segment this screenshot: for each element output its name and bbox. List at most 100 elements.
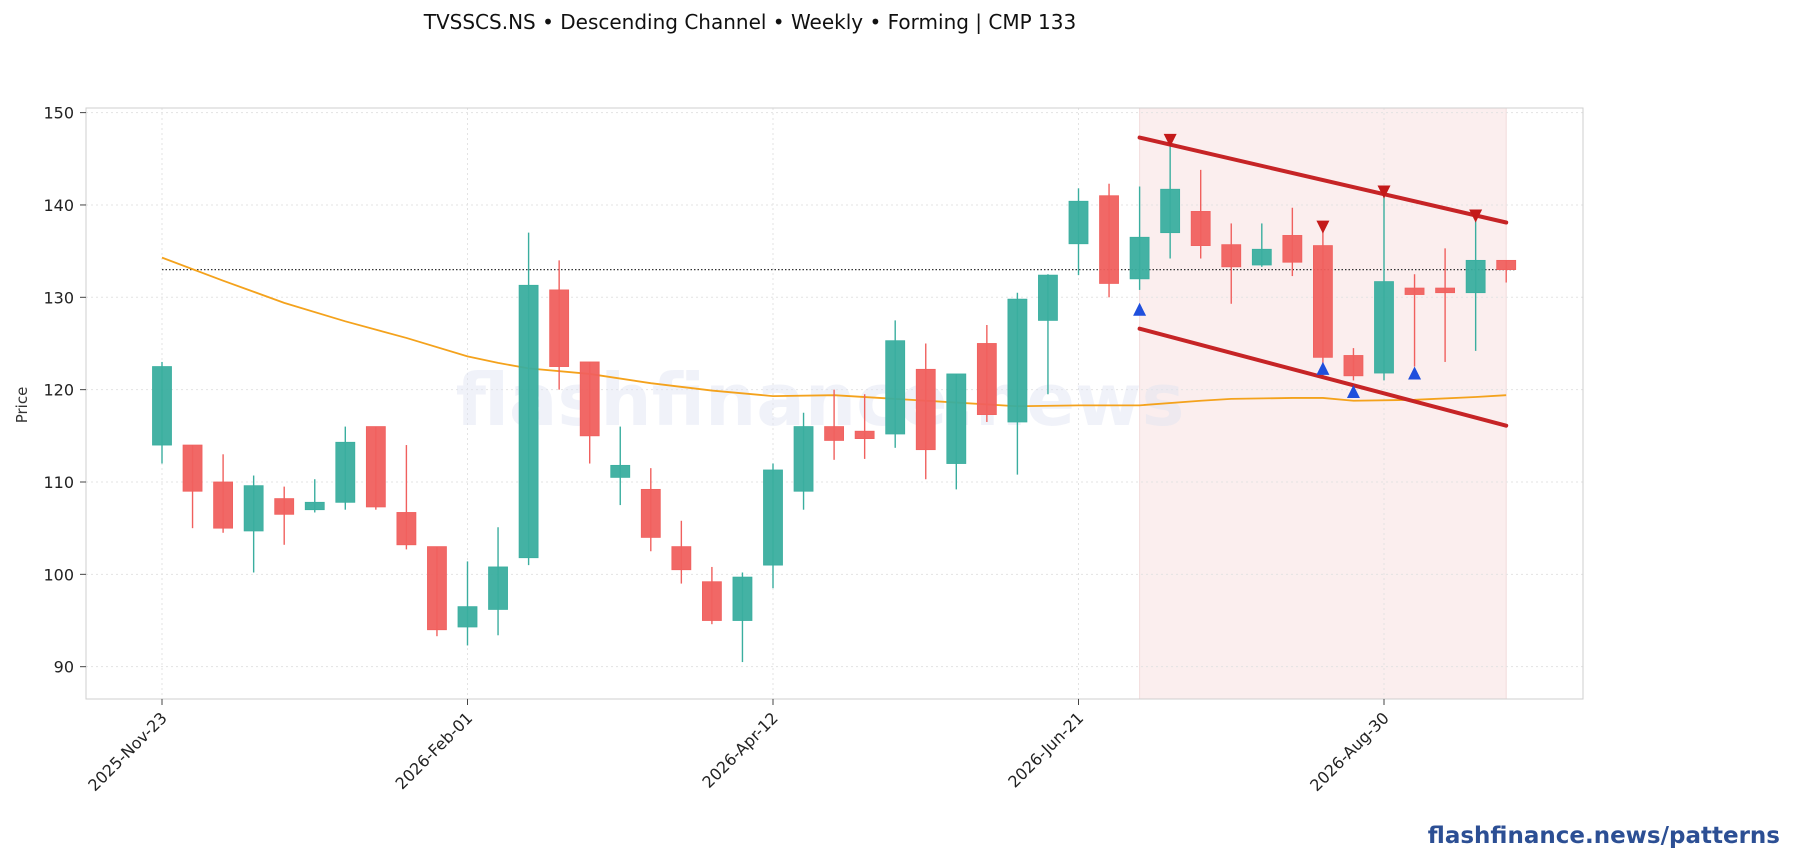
candle-body	[518, 284, 539, 559]
candle-body	[976, 343, 997, 415]
candle	[1099, 183, 1119, 298]
candle-body	[1374, 281, 1394, 374]
y-tick-label: 110	[43, 473, 74, 492]
candle	[549, 260, 570, 390]
candle-body	[732, 576, 753, 621]
candle	[671, 520, 692, 584]
candle	[732, 572, 753, 663]
pivot-high-marker	[1469, 209, 1483, 223]
candle-body	[457, 606, 478, 628]
candle	[1496, 259, 1517, 283]
candle-body	[610, 464, 631, 478]
candle-body	[396, 512, 417, 546]
candle-body	[1160, 188, 1181, 234]
candle-body	[1343, 355, 1364, 377]
candle-body	[1404, 287, 1425, 295]
candle	[1313, 228, 1333, 376]
candle	[488, 527, 508, 636]
pivot-low-marker	[1346, 384, 1360, 398]
y-tick-label: 90	[54, 658, 74, 677]
candle	[518, 232, 539, 566]
pivot-low-marker	[1408, 366, 1422, 380]
candle-body	[946, 373, 967, 464]
candle	[274, 486, 295, 545]
candle-body	[579, 361, 600, 437]
candle	[915, 343, 936, 480]
y-tick-label: 100	[43, 565, 74, 584]
candle	[885, 320, 906, 448]
credit-link[interactable]: flashfinance.news/patterns	[1428, 823, 1780, 849]
candle-body	[243, 485, 264, 532]
candle	[243, 475, 264, 573]
candle-body	[763, 469, 783, 566]
pivot-low-marker	[1133, 302, 1147, 316]
candle-body	[1251, 248, 1272, 266]
pivot-high-marker	[1316, 220, 1330, 234]
candle-body	[335, 441, 356, 503]
candle	[457, 561, 478, 646]
candle-body	[824, 426, 844, 441]
candle	[1007, 292, 1028, 475]
pattern-zone-layer	[1139, 107, 1507, 700]
candle-body	[1435, 287, 1455, 294]
candle-body	[213, 481, 234, 529]
watermark: flashfinance.news	[456, 358, 1185, 442]
candle	[1374, 195, 1394, 381]
candle-body	[1313, 245, 1333, 358]
candle-body	[1129, 236, 1150, 280]
candle-body	[702, 581, 722, 621]
candle-body	[793, 426, 814, 492]
candle-body	[549, 289, 570, 367]
candle	[824, 389, 844, 460]
candle	[213, 454, 234, 533]
candle	[182, 444, 203, 529]
candle-body	[1221, 244, 1242, 268]
candle	[1160, 143, 1181, 259]
y-tick-label: 150	[43, 104, 74, 123]
candle	[427, 546, 447, 637]
candle-body	[365, 426, 386, 508]
candle	[1343, 348, 1364, 381]
candle-body	[427, 546, 447, 631]
candle-body	[1282, 235, 1303, 263]
channel-layer	[1137, 135, 1509, 428]
x-tick-label: 2026-Apr-12	[698, 708, 781, 791]
pivot-high-marker	[1377, 185, 1391, 199]
x-tick-label: 2026-Jun-21	[1004, 708, 1087, 791]
x-tick-label: 2026-Feb-01	[392, 708, 477, 793]
candle	[1282, 207, 1303, 277]
candle	[763, 463, 783, 589]
y-axis-label: Price	[13, 387, 31, 424]
candle-body	[1190, 211, 1211, 246]
candle-body	[640, 488, 661, 538]
candle	[640, 468, 661, 552]
pivot-low-marker	[1316, 361, 1330, 375]
candle	[1190, 169, 1211, 259]
candle-body	[152, 366, 172, 446]
candle-body	[1465, 259, 1486, 294]
candle-body	[304, 501, 325, 511]
candle	[304, 479, 325, 513]
candle	[854, 394, 875, 459]
candle	[152, 361, 172, 464]
candle-body	[854, 430, 875, 439]
candle-body	[1007, 298, 1028, 423]
candle	[1129, 186, 1150, 290]
candle-body	[1038, 274, 1058, 321]
candle-body	[274, 498, 295, 515]
candle	[1435, 248, 1455, 362]
candle	[396, 445, 417, 550]
candle	[1038, 274, 1058, 395]
candle-body	[671, 546, 692, 571]
candles-layer	[152, 143, 1517, 663]
pivots-layer	[1133, 133, 1483, 398]
chart-title: TVSSCS.NS • Descending Channel • Weekly …	[423, 10, 1076, 34]
channel-lower-line	[1137, 326, 1509, 428]
candle	[1221, 223, 1242, 304]
candle	[365, 426, 386, 510]
plot-frame	[85, 107, 1584, 700]
candle-body	[915, 368, 936, 451]
candle	[1404, 274, 1425, 367]
candle	[976, 325, 997, 422]
